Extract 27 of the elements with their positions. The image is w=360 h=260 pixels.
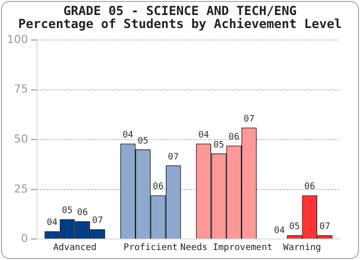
x-tick-label: Advanced bbox=[53, 242, 97, 253]
text: 07 bbox=[168, 152, 179, 162]
chart-title: GRADE 05 - SCIENCE AND TECH/ENG bbox=[62, 3, 298, 18]
text: 06 bbox=[304, 182, 316, 192]
series-label: 04 bbox=[46, 218, 58, 228]
series-label: 05 bbox=[62, 206, 73, 216]
text: 06 bbox=[152, 182, 164, 192]
chart-subtitle: Percentage of Students by Achievement Level bbox=[17, 16, 343, 31]
text: 04 bbox=[198, 130, 210, 140]
x-tick-label: Warning bbox=[283, 242, 322, 253]
y-tick-label: 100 bbox=[6, 32, 28, 46]
text: 04 bbox=[274, 226, 285, 236]
series-label: 06 bbox=[77, 208, 88, 218]
y-tick-label: 0 bbox=[20, 232, 28, 246]
text: 07 bbox=[244, 114, 255, 124]
text: 07 bbox=[319, 222, 330, 232]
text: 05 bbox=[289, 222, 300, 232]
series-label: 07 bbox=[92, 216, 104, 226]
x-tick-label: Needs Improvement bbox=[180, 242, 272, 253]
text: 05 bbox=[138, 136, 148, 146]
y-tick-label: 75 bbox=[14, 82, 28, 96]
y-tick-label: 25 bbox=[14, 182, 28, 196]
y-tick-label: 50 bbox=[14, 132, 28, 146]
x-tick-label: Proficient bbox=[124, 242, 178, 253]
text: 06 bbox=[228, 132, 240, 142]
text: 05 bbox=[213, 140, 224, 150]
text: 04 bbox=[122, 130, 134, 140]
